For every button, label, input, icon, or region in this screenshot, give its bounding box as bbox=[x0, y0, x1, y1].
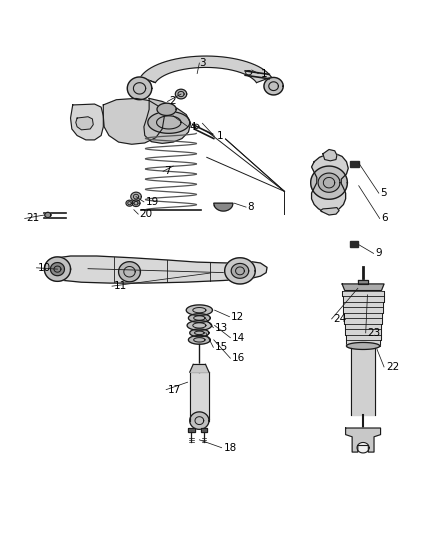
Text: 16: 16 bbox=[232, 353, 245, 363]
Text: 10: 10 bbox=[38, 263, 51, 273]
Text: 24: 24 bbox=[333, 314, 346, 324]
Polygon shape bbox=[201, 428, 207, 432]
Text: 15: 15 bbox=[215, 342, 228, 352]
Bar bbox=[350, 241, 358, 247]
Polygon shape bbox=[343, 302, 383, 307]
Polygon shape bbox=[188, 335, 210, 344]
Polygon shape bbox=[132, 200, 140, 206]
Polygon shape bbox=[190, 412, 209, 430]
Polygon shape bbox=[157, 103, 176, 116]
Polygon shape bbox=[351, 348, 375, 415]
Polygon shape bbox=[119, 262, 141, 282]
Text: 18: 18 bbox=[223, 443, 237, 453]
Text: 12: 12 bbox=[231, 312, 244, 322]
Polygon shape bbox=[71, 104, 103, 140]
Polygon shape bbox=[188, 313, 210, 322]
Polygon shape bbox=[50, 263, 64, 276]
Text: 8: 8 bbox=[247, 202, 254, 212]
Text: 6: 6 bbox=[381, 214, 388, 223]
Text: 14: 14 bbox=[232, 333, 245, 343]
Polygon shape bbox=[318, 173, 340, 192]
Polygon shape bbox=[345, 324, 381, 329]
Polygon shape bbox=[76, 117, 93, 130]
Polygon shape bbox=[187, 321, 212, 330]
Polygon shape bbox=[343, 307, 383, 313]
Polygon shape bbox=[264, 77, 283, 95]
Polygon shape bbox=[311, 154, 348, 212]
Polygon shape bbox=[323, 149, 337, 161]
Text: 22: 22 bbox=[386, 362, 399, 372]
Polygon shape bbox=[346, 343, 380, 350]
Polygon shape bbox=[148, 111, 190, 133]
Polygon shape bbox=[141, 56, 271, 83]
Polygon shape bbox=[45, 212, 51, 217]
Polygon shape bbox=[320, 207, 339, 215]
Polygon shape bbox=[346, 335, 381, 341]
Text: 11: 11 bbox=[113, 281, 127, 291]
Polygon shape bbox=[175, 89, 187, 99]
Text: 7: 7 bbox=[164, 166, 171, 176]
Polygon shape bbox=[342, 284, 384, 290]
Polygon shape bbox=[231, 263, 249, 278]
Polygon shape bbox=[131, 192, 141, 201]
Polygon shape bbox=[345, 329, 381, 335]
Polygon shape bbox=[357, 442, 369, 453]
Polygon shape bbox=[103, 99, 164, 144]
Polygon shape bbox=[358, 280, 368, 284]
Text: 23: 23 bbox=[367, 328, 381, 338]
Polygon shape bbox=[346, 341, 380, 346]
Polygon shape bbox=[311, 166, 347, 199]
Text: 9: 9 bbox=[375, 248, 382, 259]
Text: 13: 13 bbox=[215, 322, 228, 333]
Polygon shape bbox=[346, 428, 381, 452]
Text: 19: 19 bbox=[146, 197, 159, 207]
Polygon shape bbox=[190, 364, 209, 372]
Text: 17: 17 bbox=[167, 385, 181, 394]
Polygon shape bbox=[127, 77, 152, 100]
Bar bbox=[350, 161, 359, 167]
Text: 21: 21 bbox=[26, 214, 39, 223]
Text: 2: 2 bbox=[169, 96, 175, 107]
Polygon shape bbox=[214, 203, 233, 211]
Polygon shape bbox=[225, 258, 255, 284]
Polygon shape bbox=[126, 200, 133, 206]
Polygon shape bbox=[344, 313, 382, 318]
Polygon shape bbox=[344, 318, 382, 324]
Polygon shape bbox=[44, 257, 71, 281]
Text: 4: 4 bbox=[189, 122, 196, 132]
Polygon shape bbox=[190, 329, 209, 337]
Polygon shape bbox=[144, 99, 191, 143]
Polygon shape bbox=[342, 290, 384, 296]
Polygon shape bbox=[343, 296, 384, 302]
Polygon shape bbox=[188, 428, 194, 432]
Text: 1: 1 bbox=[217, 132, 223, 141]
Text: 1: 1 bbox=[261, 69, 267, 78]
Text: 5: 5 bbox=[381, 188, 387, 198]
Polygon shape bbox=[46, 256, 267, 283]
Text: 20: 20 bbox=[140, 209, 153, 219]
Polygon shape bbox=[190, 372, 209, 419]
Text: 3: 3 bbox=[199, 58, 206, 68]
Polygon shape bbox=[186, 305, 212, 316]
